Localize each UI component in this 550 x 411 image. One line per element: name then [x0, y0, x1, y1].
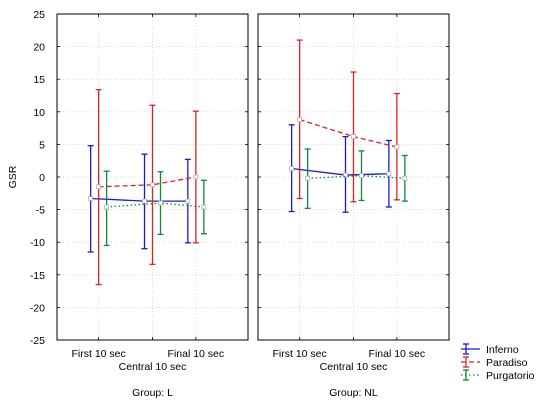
x-tick-label: Final 10 sec: [168, 348, 225, 360]
mean-point: [193, 174, 199, 180]
mean-point: [351, 134, 356, 139]
mean-point: [394, 144, 400, 150]
y-tick-label: 20: [33, 42, 45, 54]
series-paradiso: [95, 88, 199, 286]
mean-point: [88, 196, 94, 201]
mean-point: [201, 204, 207, 210]
legend-label: Paradiso: [486, 357, 528, 369]
y-tick-label: 25: [33, 9, 45, 21]
x-tick-label: First 10 sec: [273, 348, 327, 360]
mean-point: [359, 173, 364, 179]
x-axis-label: Central 10 sec: [119, 361, 187, 373]
mean-point: [150, 182, 155, 188]
mean-point: [289, 166, 295, 171]
mean-point: [104, 204, 110, 210]
mean-point: [158, 200, 163, 206]
series-inferno: [288, 124, 392, 213]
mean-point: [386, 171, 392, 177]
series-inferno: [87, 145, 191, 253]
group-label: Group: L: [132, 387, 173, 399]
mean-point: [142, 198, 147, 204]
mean-point: [343, 172, 348, 178]
legend-item-purgatorio: Purgatorio: [461, 369, 535, 382]
mean-point: [305, 175, 311, 181]
series-purgatorio: [103, 170, 207, 247]
y-tick-label: -25: [30, 335, 45, 347]
x-tick-label: First 10 sec: [72, 348, 126, 360]
series-purgatorio: [304, 148, 408, 209]
mean-point: [96, 184, 102, 190]
series-paradiso: [296, 39, 400, 203]
y-axis-label: GSR: [7, 165, 19, 188]
legend-label: Purgatorio: [486, 370, 535, 382]
legend-item-paradiso: Paradiso: [461, 356, 528, 369]
mean-point: [185, 198, 191, 204]
mean-point: [402, 175, 408, 181]
group-label: Group: NL: [329, 387, 378, 399]
mean-point: [297, 117, 303, 123]
x-axis-label: Central 10 sec: [320, 361, 388, 373]
legend-item-inferno: Inferno: [461, 343, 519, 356]
y-tick-label: 5: [39, 139, 45, 151]
y-tick-label: -20: [30, 302, 45, 314]
y-tick-label: -10: [30, 237, 45, 249]
legend-label: Inferno: [486, 344, 519, 356]
y-tick-label: -5: [36, 205, 45, 217]
x-tick-label: Final 10 sec: [369, 348, 426, 360]
y-tick-label: 15: [33, 74, 45, 86]
y-tick-label: -15: [30, 270, 45, 282]
series-line: [98, 176, 196, 188]
y-tick-label: 10: [33, 107, 45, 119]
y-tick-label: 0: [39, 172, 45, 184]
